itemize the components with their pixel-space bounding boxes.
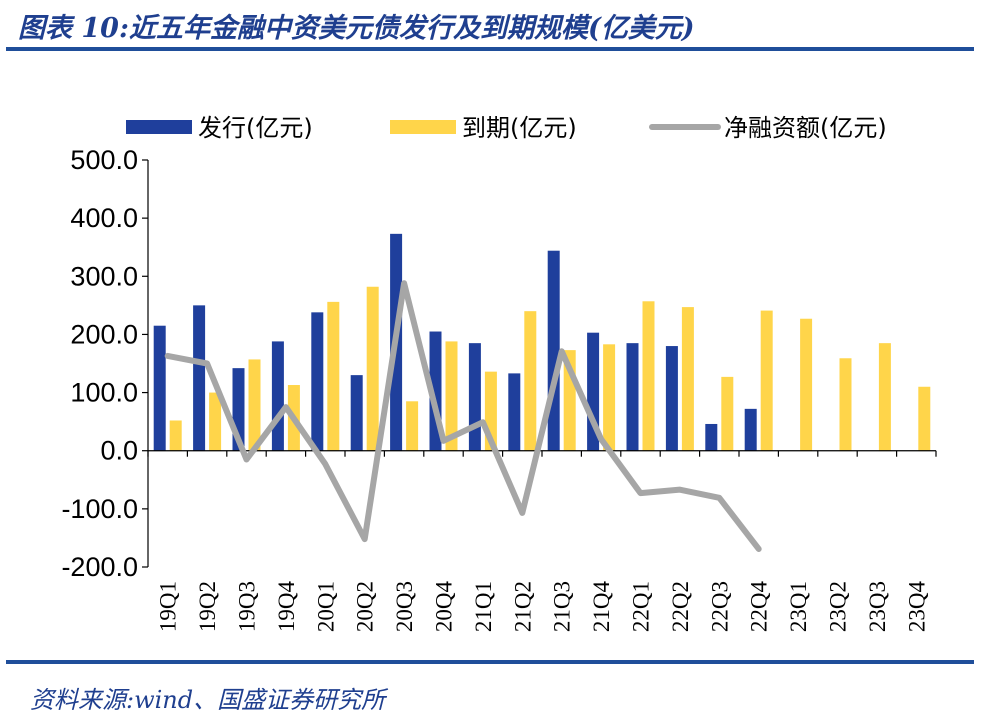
- x-tick-label-22Q1: 22Q1: [629, 581, 654, 632]
- bottom-rule: [6, 660, 974, 664]
- bar-issuance-19Q2: [193, 305, 206, 451]
- legend-label-net: 净融资额(亿元): [724, 114, 887, 142]
- legend-swatch-maturity: [390, 120, 456, 134]
- bar-issuance-21Q1: [468, 343, 481, 451]
- x-tick-label-21Q1: 21Q1: [471, 581, 496, 632]
- y-tick-label: -200.0: [61, 552, 138, 582]
- x-tick-label-20Q3: 20Q3: [392, 581, 417, 632]
- legend-swatch-issuance: [126, 120, 192, 134]
- bar-issuance-22Q2: [665, 346, 678, 451]
- bar-issuance-20Q1: [311, 312, 324, 451]
- top-rule: [6, 47, 974, 51]
- x-axis: [147, 450, 937, 457]
- bar-maturity-20Q1: [327, 301, 340, 451]
- x-tick-label-23Q3: 23Q3: [865, 581, 890, 632]
- y-tick-label: 0.0: [100, 436, 138, 466]
- bars: [153, 233, 931, 451]
- bar-maturity-23Q3: [878, 343, 891, 451]
- bar-maturity-19Q2: [209, 392, 222, 451]
- bar-maturity-22Q4: [760, 310, 773, 451]
- bar-maturity-22Q2: [681, 307, 694, 451]
- x-tick-label-21Q4: 21Q4: [589, 581, 614, 633]
- bar-issuance-21Q3: [547, 250, 560, 451]
- x-tick-label-20Q1: 20Q1: [313, 581, 338, 632]
- bar-maturity-19Q3: [248, 359, 261, 451]
- bar-maturity-20Q2: [366, 286, 379, 451]
- x-tick-label-20Q4: 20Q4: [432, 581, 457, 633]
- bar-issuance-19Q4: [271, 341, 284, 451]
- bar-issuance-22Q1: [626, 343, 639, 451]
- y-axis: -200.0 -100.0 0.0 100.0 200.0 300.0 400.0 500.0: [61, 145, 149, 582]
- bar-maturity-20Q3: [406, 401, 419, 451]
- y-tick-label: 200.0: [70, 319, 138, 349]
- x-tick-label-22Q2: 22Q2: [668, 581, 693, 632]
- bar-issuance-22Q4: [744, 408, 757, 451]
- source-note: 资料来源:wind、国盛证券研究所: [30, 686, 386, 714]
- bar-maturity-21Q4: [603, 344, 616, 451]
- bar-issuance-19Q1: [153, 325, 166, 451]
- x-tick-label-19Q4: 19Q4: [274, 581, 299, 633]
- bar-maturity-22Q3: [721, 376, 734, 451]
- bar-maturity-20Q4: [445, 341, 458, 451]
- legend-label-issuance: 发行(亿元): [198, 114, 313, 142]
- legend-label-maturity: 到期(亿元): [462, 114, 577, 142]
- x-tick-label-21Q2: 21Q2: [510, 581, 535, 632]
- net-financing-polyline: [164, 280, 762, 552]
- bar-maturity-23Q2: [839, 358, 852, 451]
- x-tick-labels: 19Q1 19Q2 19Q3 19Q4 20Q1 20Q2 20Q3 20Q4 21Q1 21Q2…: [156, 581, 930, 633]
- x-tick-label-23Q4: 23Q4: [904, 581, 929, 633]
- net-financing-line: [164, 280, 762, 552]
- bar-maturity-19Q1: [169, 420, 182, 451]
- x-tick-label-21Q3: 21Q3: [550, 581, 575, 632]
- y-tick-label: 400.0: [70, 203, 138, 233]
- bar-maturity-22Q1: [642, 301, 655, 451]
- x-tick-label-23Q2: 23Q2: [826, 581, 851, 632]
- x-tick-label-19Q2: 19Q2: [195, 581, 220, 632]
- bar-maturity-21Q2: [524, 311, 537, 451]
- x-tick-label-20Q2: 20Q2: [353, 581, 378, 632]
- chart-title: 图表 10:近五年金融中资美元债发行及到期规模(亿美元): [18, 13, 695, 44]
- y-tick-label: 500.0: [70, 145, 138, 175]
- y-tick-label: 300.0: [70, 261, 138, 291]
- bar-maturity-23Q4: [918, 386, 931, 451]
- bar-issuance-21Q2: [508, 373, 521, 451]
- bar-issuance-22Q3: [705, 423, 718, 451]
- x-tick-label-22Q4: 22Q4: [747, 581, 772, 633]
- y-tick-label: -100.0: [61, 494, 138, 524]
- bar-maturity-23Q1: [800, 318, 813, 451]
- x-tick-label-19Q3: 19Q3: [235, 581, 260, 632]
- x-tick-label-19Q1: 19Q1: [156, 581, 181, 632]
- y-tick-label: 100.0: [70, 378, 138, 408]
- chart: 发行(亿元) 到期(亿元) 净融资额(亿元) -200.0 -100.0 0.0 100.…: [61, 114, 937, 633]
- legend: 发行(亿元) 到期(亿元) 净融资额(亿元): [126, 114, 887, 142]
- x-tick-label-23Q1: 23Q1: [786, 581, 811, 632]
- x-tick-label-22Q3: 22Q3: [707, 581, 732, 632]
- bar-issuance-20Q2: [350, 375, 363, 451]
